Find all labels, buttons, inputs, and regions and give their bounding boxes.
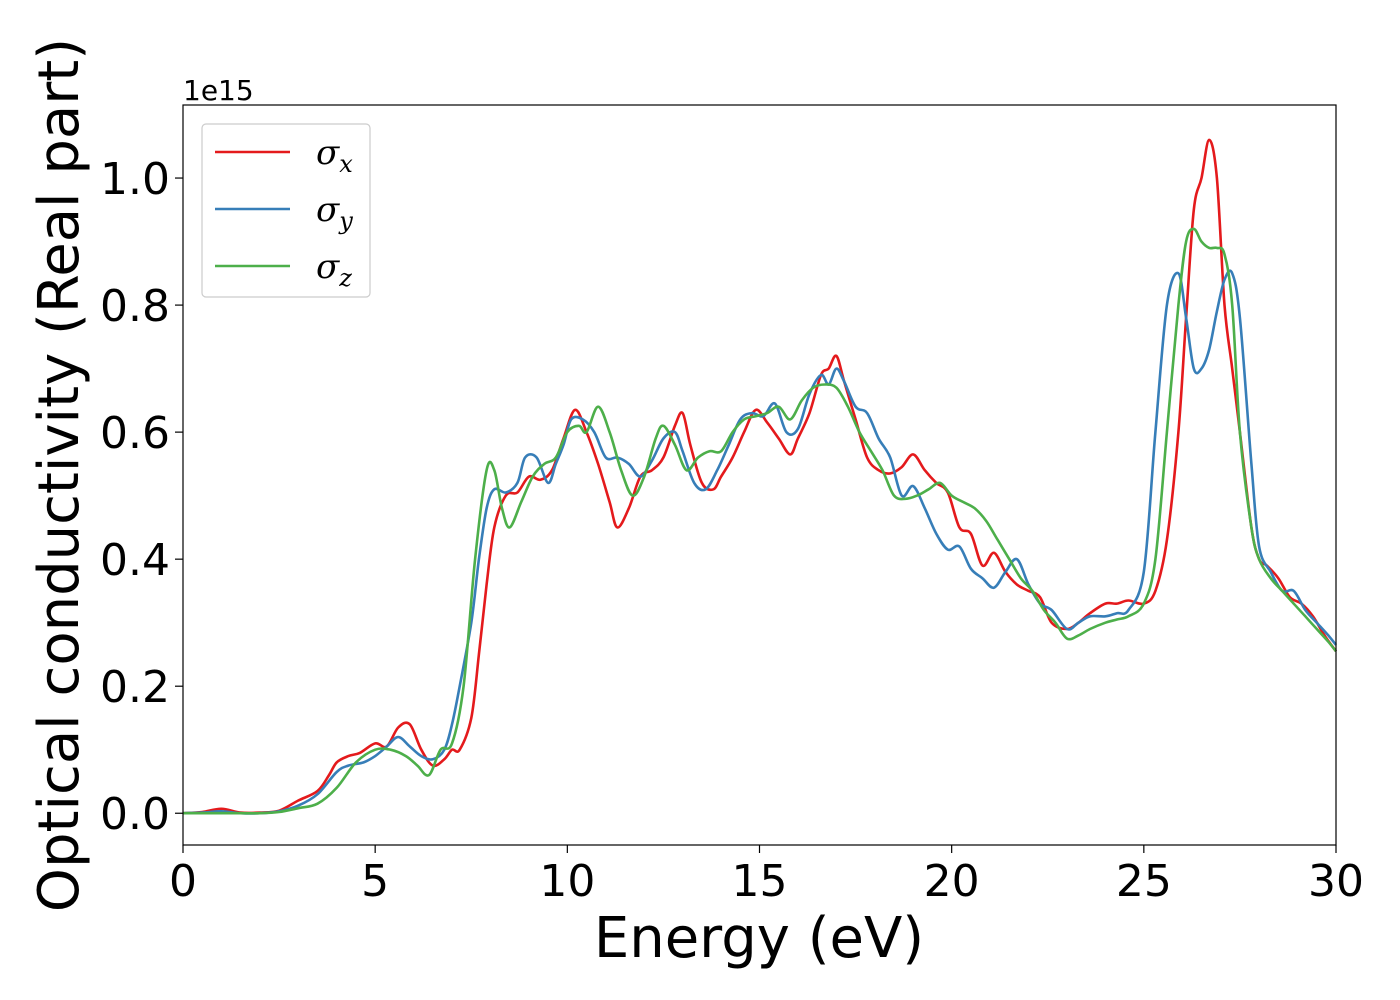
x-tick-label: 20 [924, 856, 980, 907]
plot-area-background [183, 105, 1336, 845]
x-tick-label: 30 [1308, 856, 1364, 907]
y-tick-label: 0.0 [100, 789, 170, 840]
y-tick-label: 1.0 [100, 154, 170, 205]
x-tick-label: 10 [539, 856, 595, 907]
x-tick-label: 5 [361, 856, 389, 907]
legend-box [201, 123, 371, 298]
y-tick-label: 0.6 [100, 408, 170, 459]
y-tick-label: 0.8 [100, 281, 170, 332]
y-axis-label: Optical conductivity (Real part) [27, 38, 92, 912]
series-line-sigma-z [183, 227, 1338, 815]
x-tick-label: 25 [1116, 856, 1172, 907]
x-axis: 0 5 10 15 20 25 30 [169, 845, 1364, 907]
y-offset-label: 1e15 [183, 74, 254, 107]
x-tick-label: 15 [732, 856, 788, 907]
x-axis-label: Energy (eV) [594, 906, 924, 971]
y-tick-label: 0.4 [100, 535, 170, 586]
x-tick-label: 0 [169, 856, 197, 907]
series-line-sigma-y [182, 269, 1338, 815]
series-lines [182, 138, 1338, 815]
y-tick-label: 0.2 [100, 662, 170, 713]
y-axis: 0.0 0.2 0.4 0.6 0.8 1.0 [100, 154, 183, 840]
series-line-sigma-x [182, 138, 1338, 815]
